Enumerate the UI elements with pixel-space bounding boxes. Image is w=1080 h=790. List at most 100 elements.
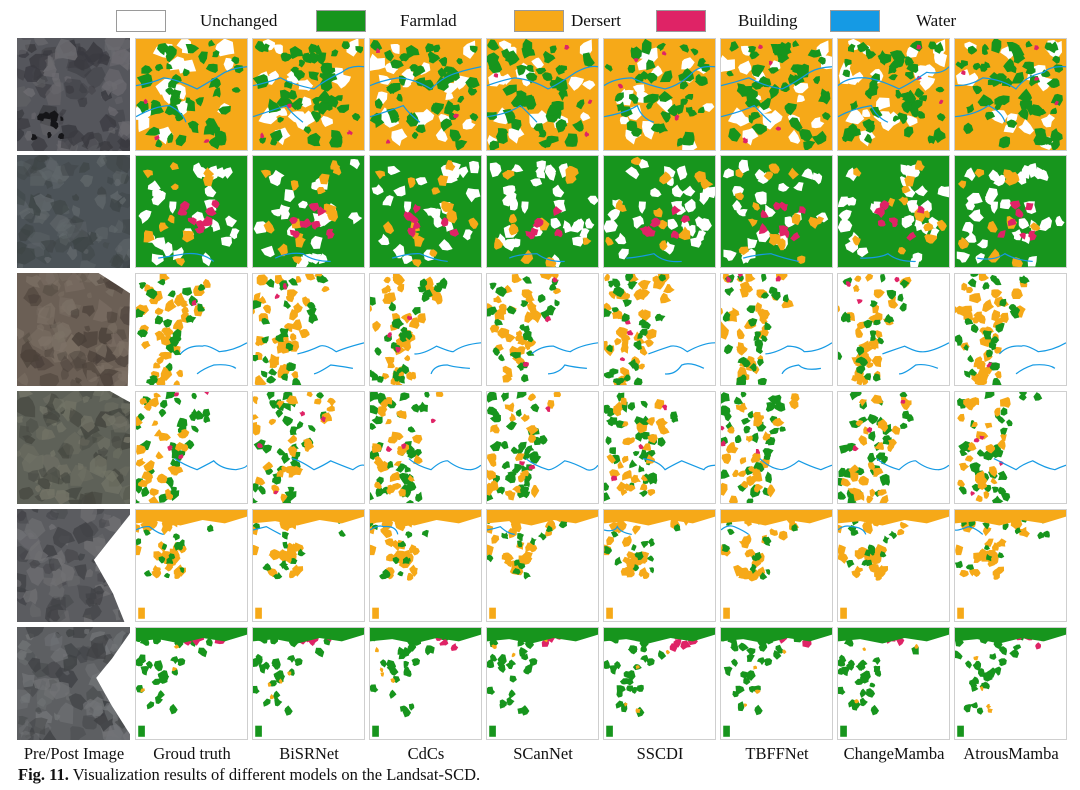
change-map — [253, 274, 364, 385]
result-map-row-5-col-2 — [252, 509, 365, 622]
change-map — [136, 628, 247, 739]
result-map-row-3-col-7 — [837, 273, 950, 386]
result-map-row-4-col-3 — [369, 391, 482, 504]
change-map — [253, 39, 364, 150]
change-map — [721, 274, 832, 385]
result-map-row-6-col-4 — [486, 627, 599, 740]
satellite-image — [17, 38, 130, 151]
change-map — [370, 274, 481, 385]
change-map — [955, 392, 1066, 503]
result-map-row-5-col-5 — [603, 509, 716, 622]
figure-caption: Fig. 11. Visualization results of differ… — [18, 765, 480, 785]
column-label-1: Pre/Post Image — [23, 744, 125, 763]
change-map — [370, 156, 481, 267]
legend-label-desert: Dersert — [571, 11, 622, 30]
column-label-7: TBFFNet — [745, 744, 809, 763]
change-map — [370, 392, 481, 503]
change-map — [604, 392, 715, 503]
result-map-row-6-col-5 — [603, 627, 716, 740]
change-map — [253, 510, 364, 621]
legend-label-water: Water — [916, 11, 957, 30]
result-map-row-2-col-7 — [837, 155, 950, 268]
change-map — [838, 510, 949, 621]
legend-label-unchanged: Unchanged — [200, 11, 278, 30]
change-map — [604, 628, 715, 739]
result-map-row-2-col-3 — [369, 155, 482, 268]
result-map-row-6-col-8 — [954, 627, 1067, 740]
change-map — [838, 628, 949, 739]
satellite-image-row-5 — [17, 509, 130, 622]
change-map — [253, 628, 364, 739]
change-map — [487, 39, 598, 150]
result-map-row-4-col-8 — [954, 391, 1067, 504]
satellite-image — [17, 155, 130, 268]
result-map-row-4-col-7 — [837, 391, 950, 504]
change-map — [253, 156, 364, 267]
result-map-row-6-col-2 — [252, 627, 365, 740]
change-map — [370, 510, 481, 621]
change-map — [721, 510, 832, 621]
result-map-row-6-col-3 — [369, 627, 482, 740]
column-label-2: Groud truth — [153, 744, 231, 763]
satellite-image — [17, 273, 130, 386]
result-map-row-3-col-1 — [135, 273, 248, 386]
change-map — [721, 392, 832, 503]
change-map — [604, 39, 715, 150]
result-map-row-2-col-2 — [252, 155, 365, 268]
column-label-8: ChangeMamba — [843, 744, 945, 763]
result-map-row-3-col-4 — [486, 273, 599, 386]
result-map-row-2-col-1 — [135, 155, 248, 268]
satellite-image — [17, 509, 130, 622]
change-map — [487, 156, 598, 267]
change-map — [955, 156, 1066, 267]
legend-label-farmland: Farmlad — [400, 11, 457, 30]
satellite-image-row-3 — [17, 273, 130, 386]
change-map — [487, 392, 598, 503]
result-map-row-4-col-1 — [135, 391, 248, 504]
result-map-row-3-col-6 — [720, 273, 833, 386]
result-map-row-1-col-7 — [837, 38, 950, 151]
change-map — [487, 628, 598, 739]
legend-swatch-building — [656, 10, 706, 32]
change-map — [721, 39, 832, 150]
column-label-5: SCanNet — [513, 744, 573, 763]
result-map-row-3-col-3 — [369, 273, 482, 386]
satellite-image-row-2 — [17, 155, 130, 268]
change-map — [955, 39, 1066, 150]
legend-swatch-desert — [514, 10, 564, 32]
result-map-row-4-col-6 — [720, 391, 833, 504]
column-label-6: SSCDI — [636, 744, 684, 763]
legend-swatch-unchanged — [116, 10, 166, 32]
result-map-row-3-col-8 — [954, 273, 1067, 386]
satellite-image-row-4 — [17, 391, 130, 504]
change-map — [136, 39, 247, 150]
change-map — [838, 39, 949, 150]
change-map — [604, 274, 715, 385]
change-map — [136, 156, 247, 267]
change-map — [955, 510, 1066, 621]
result-map-row-6-col-1 — [135, 627, 248, 740]
result-map-row-5-col-6 — [720, 509, 833, 622]
caption-text: Visualization results of different model… — [68, 765, 481, 784]
change-map — [955, 274, 1066, 385]
result-map-row-4-col-4 — [486, 391, 599, 504]
figure-grid — [17, 38, 1067, 740]
result-map-row-1-col-6 — [720, 38, 833, 151]
change-map — [604, 156, 715, 267]
column-label-9: AtrousMamba — [963, 744, 1059, 763]
change-map — [838, 274, 949, 385]
change-map — [487, 510, 598, 621]
result-map-row-5-col-4 — [486, 509, 599, 622]
result-map-row-5-col-7 — [837, 509, 950, 622]
change-map — [370, 39, 481, 150]
result-map-row-3-col-2 — [252, 273, 365, 386]
change-map — [838, 156, 949, 267]
result-map-row-1-col-3 — [369, 38, 482, 151]
change-map — [838, 392, 949, 503]
result-map-row-3-col-5 — [603, 273, 716, 386]
change-map — [955, 628, 1066, 739]
result-map-row-1-col-2 — [252, 38, 365, 151]
change-map — [370, 628, 481, 739]
result-map-row-1-col-1 — [135, 38, 248, 151]
change-map — [136, 510, 247, 621]
